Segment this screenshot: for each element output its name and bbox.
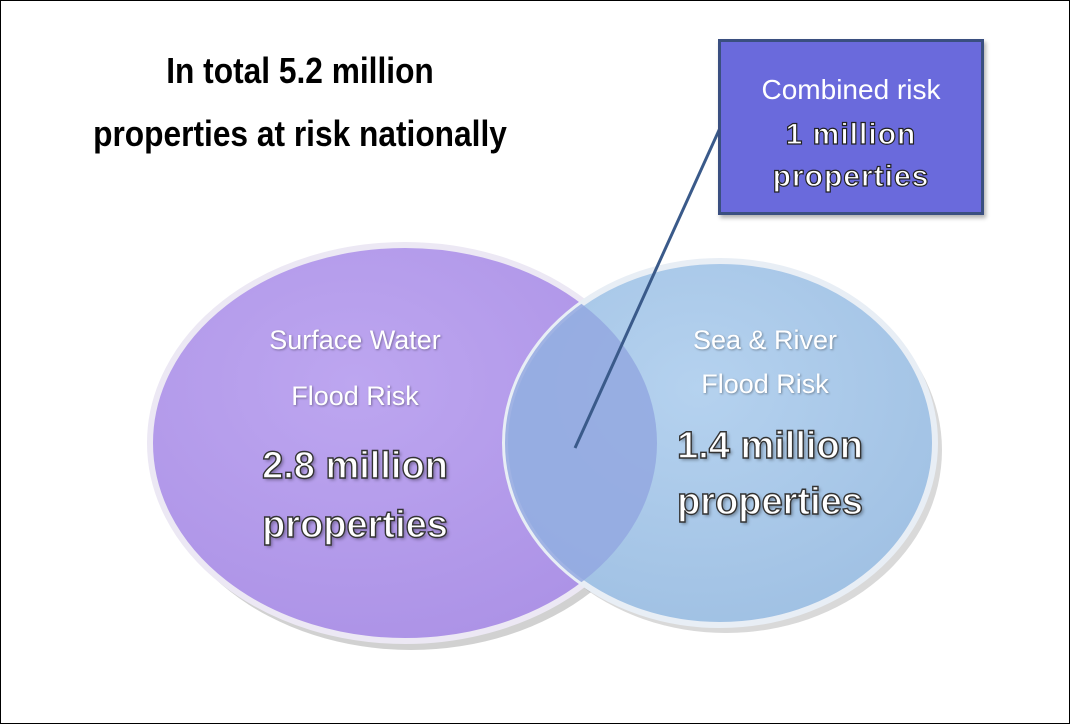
surface-water-value-2: properties bbox=[261, 503, 448, 546]
combined-risk-value-1: 1 million bbox=[785, 117, 917, 151]
surface-water-value-1: 2.8 million bbox=[261, 444, 448, 487]
title-line-1: In total 5.2 million bbox=[166, 50, 434, 91]
sea-river-value-1: 1.4 million bbox=[676, 424, 863, 467]
sea-river-label-1: Sea & River bbox=[692, 325, 838, 355]
combined-risk-value-2: properties bbox=[772, 159, 930, 193]
surface-water-label-2: Flood Risk bbox=[291, 381, 419, 411]
combined-risk-label: Combined risk bbox=[761, 74, 941, 105]
surface-water-label-1: Surface Water bbox=[269, 325, 441, 355]
combined-risk-box: Combined risk 1 million properties bbox=[718, 39, 984, 215]
title-line-2: properties at risk nationally bbox=[93, 113, 507, 154]
sea-river-label-2: Flood Risk bbox=[701, 369, 829, 399]
leader-line bbox=[573, 127, 722, 449]
sea-river-value-2: properties bbox=[676, 480, 863, 523]
